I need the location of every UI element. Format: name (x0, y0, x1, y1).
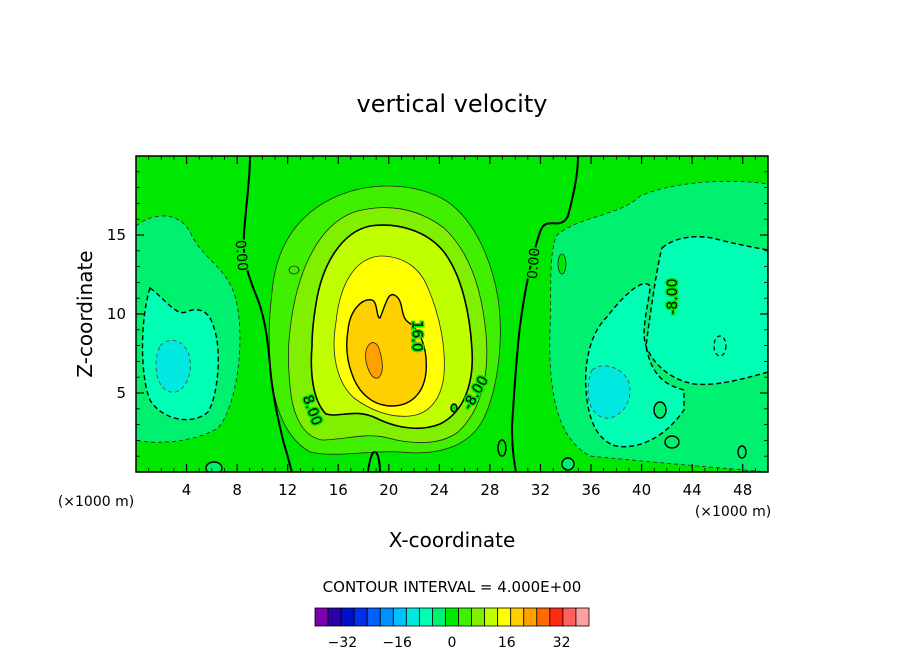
x-tick-label: 20 (379, 481, 398, 499)
contour-field (136, 156, 768, 472)
x-tick-label: 16 (329, 481, 348, 499)
colorbar-swatch (549, 607, 564, 627)
contour-eddy (497, 439, 507, 457)
contour-fill-p24 (365, 342, 383, 379)
contour-eddy (288, 265, 300, 275)
colorbar-tick-label: 0 (448, 635, 457, 651)
y-axis: 5 10 15 (107, 171, 768, 457)
colorbar-swatch (314, 607, 329, 627)
contour-line-zero-center (367, 451, 381, 472)
colorbar-swatch (484, 607, 499, 627)
x-tick-label: 8 (232, 481, 242, 499)
contour-fill-right-m8 (584, 236, 768, 448)
x-tick-label: 48 (733, 481, 752, 499)
colorbar-swatch (327, 607, 342, 627)
contour-eddy (205, 461, 223, 472)
colorbar-swatch (458, 607, 472, 627)
contour-eddy (561, 457, 575, 471)
colorbar-swatch (523, 607, 538, 627)
contour-eddy (713, 335, 727, 357)
colorbar: −32 −16 0 16 32 (314, 607, 590, 651)
x-tick-label: 28 (480, 481, 499, 499)
colorbar-tick-label: 16 (498, 635, 516, 651)
colorbar-tick-label: 32 (553, 635, 571, 651)
colorbar-swatch (366, 607, 381, 627)
colorbar-swatch (392, 607, 407, 627)
colorbar-tick-label: −32 (328, 635, 358, 651)
y-tick-label: 15 (107, 226, 126, 244)
colorbar-tick-label: −16 (382, 635, 412, 651)
contour-fill-left-m12 (155, 339, 191, 393)
colorbar-swatch (379, 607, 394, 627)
x-tick-label: 40 (632, 481, 651, 499)
x-unit-label-left: (×1000 m) (58, 494, 134, 510)
contour-fill-right-m12 (587, 365, 631, 419)
x-axis: 4 8 12 16 20 24 28 32 36 40 44 48 (148, 156, 756, 499)
colorbar-swatch (497, 607, 512, 627)
x-tick-label: 4 (182, 481, 192, 499)
contour-eddy (450, 403, 458, 413)
colorbar-swatch (418, 607, 433, 627)
colorbar-swatch (471, 607, 486, 627)
contour-line-zero-left (242, 156, 293, 472)
x-tick-label: 24 (430, 481, 449, 499)
contour-label: 0.00 (525, 247, 544, 279)
colorbar-swatch (575, 607, 590, 627)
colorbar-swatch (432, 607, 446, 627)
x-tick-label: 12 (278, 481, 297, 499)
colorbar-swatch (405, 607, 420, 627)
contour-label: 16.0 (409, 321, 425, 352)
contour-eddy (737, 445, 747, 459)
y-tick-label: 5 (116, 384, 126, 402)
x-tick-label: 32 (531, 481, 550, 499)
chart-title: vertical velocity (357, 90, 548, 118)
y-axis-label: Z-coordinate (73, 250, 97, 377)
colorbar-swatch (562, 607, 577, 627)
colorbar-swatch (340, 607, 355, 627)
colorbar-swatch (536, 607, 551, 627)
colorbar-swatch (510, 607, 525, 627)
contour-eddy (653, 401, 667, 419)
contour-interval-text: CONTOUR INTERVAL = 4.000E+00 (323, 578, 582, 596)
contour-fill-p20 (346, 293, 427, 407)
colorbar-swatch (353, 607, 368, 627)
x-unit-label-right: (×1000 m) (695, 504, 771, 520)
contour-label: 0.00 (232, 239, 251, 271)
x-axis-label: X-coordinate (389, 528, 516, 552)
x-tick-label: 36 (581, 481, 600, 499)
contour-line-zero-right (510, 156, 579, 472)
contour-label: -8.00 (665, 279, 681, 315)
y-tick-label: 10 (107, 305, 126, 323)
x-tick-label: 44 (683, 481, 702, 499)
contour-eddy (664, 435, 680, 449)
colorbar-swatch (445, 607, 459, 627)
contour-eddy (557, 253, 567, 275)
